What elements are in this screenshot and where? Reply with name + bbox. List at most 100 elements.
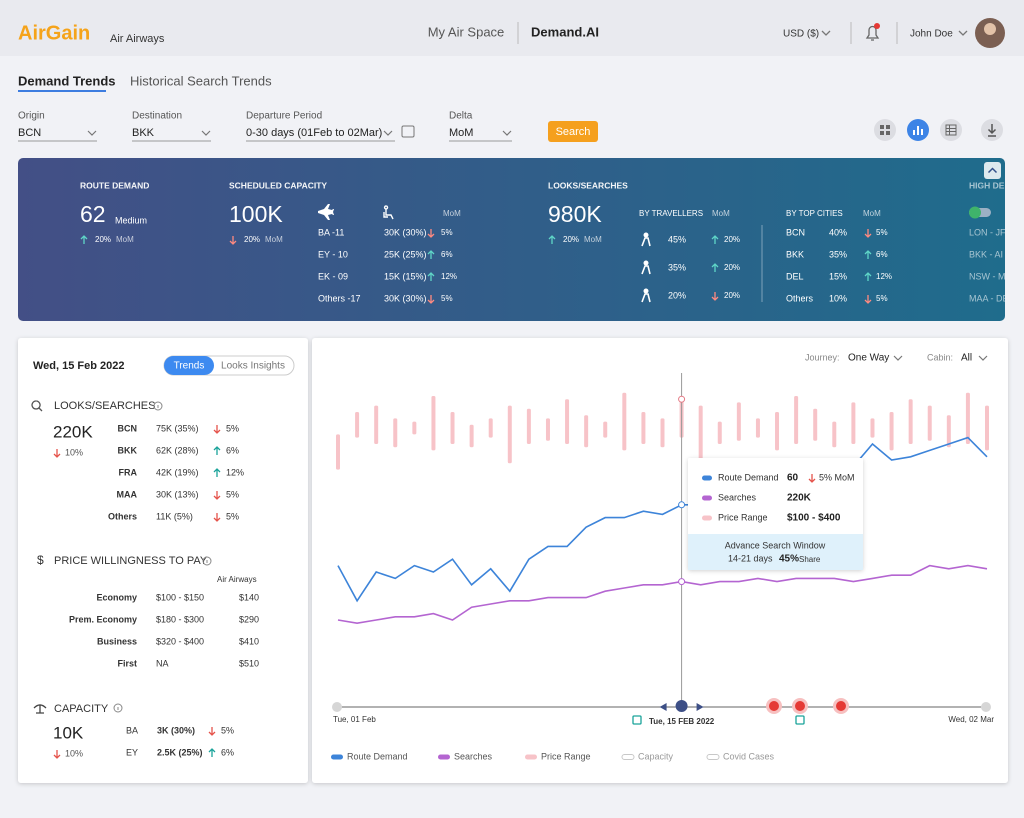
label: 62K (28%) [156, 445, 199, 455]
price-candle [546, 418, 550, 440]
hover-point [679, 502, 685, 508]
column-header: Air Airways [217, 575, 257, 584]
label: Prem. Economy [69, 614, 137, 624]
label: 12% [441, 272, 457, 281]
toggle-knob [969, 207, 981, 219]
label: 10% [65, 447, 83, 457]
label: 12% [876, 272, 892, 281]
price-candle [451, 412, 455, 444]
label: 42K (19%) [156, 467, 199, 477]
label: FRA [119, 467, 138, 477]
label: MAA [117, 489, 138, 499]
nav-link[interactable]: Demand.AI [531, 24, 599, 39]
filter-label: Origin [18, 111, 45, 122]
hover-point [679, 579, 685, 585]
timeline-handle[interactable] [676, 700, 688, 712]
kpi-change: 20% [563, 235, 579, 244]
filter-value[interactable]: BKK [132, 127, 155, 139]
label: 5% MoM [819, 472, 855, 482]
calendar-icon[interactable] [402, 126, 414, 137]
toggle-option[interactable]: Trends [174, 361, 205, 372]
price-candle [947, 415, 951, 447]
legend-swatch [702, 496, 712, 501]
label: 20% [668, 290, 686, 300]
price-candle [890, 412, 894, 450]
legend-label[interactable]: Searches [454, 751, 493, 761]
legend-label[interactable]: Covid Cases [723, 751, 775, 761]
route: NSW - M [969, 271, 1006, 281]
label: 5% [221, 725, 234, 735]
label: BA [126, 725, 138, 735]
label: 45% [668, 234, 686, 244]
notification-dot [874, 23, 880, 29]
logo: AirGain [18, 22, 90, 44]
filter-value[interactable]: BCN [18, 127, 41, 139]
label: 5% [876, 294, 888, 303]
nav-link[interactable]: My Air Space [428, 24, 505, 39]
label: Business [97, 636, 137, 646]
timeline-end[interactable] [332, 702, 342, 712]
label: 11K (5%) [156, 511, 193, 521]
collapse-button[interactable] [984, 162, 1001, 179]
button-label[interactable]: Search [556, 126, 591, 138]
label: MoM [863, 209, 881, 218]
label: Share [799, 555, 821, 564]
legend-label[interactable]: Route Demand [347, 751, 408, 761]
label: MoM [443, 209, 461, 218]
legend-swatch [707, 755, 719, 760]
label: 15% [829, 271, 847, 281]
filter-value[interactable]: MoM [449, 127, 473, 139]
event-dot[interactable] [836, 701, 846, 711]
price-candle [603, 422, 607, 438]
label: 20% [724, 263, 740, 272]
label: BY TRAVELLERS [639, 209, 703, 218]
kpi-title: SCHEDULED CAPACITY [229, 180, 327, 190]
timeline-end[interactable] [981, 702, 991, 712]
label: 5% [876, 228, 888, 237]
tab[interactable]: Demand Trends [18, 73, 116, 88]
currency-icon: $ [37, 553, 44, 567]
view-button[interactable] [940, 119, 962, 141]
legend-label[interactable]: Price Range [541, 751, 591, 761]
event-dot[interactable] [769, 701, 779, 711]
price-candle [641, 412, 645, 444]
label: Journey: [805, 352, 840, 362]
tab[interactable]: Historical Search Trends [130, 73, 272, 88]
event-dot[interactable] [795, 701, 805, 711]
label: BA -11 [318, 227, 344, 237]
price-candle [489, 418, 493, 437]
toggle-option[interactable]: Looks Insights [221, 361, 285, 372]
label: Searches [718, 492, 757, 502]
view-button[interactable] [874, 119, 896, 141]
date: Wed, 15 Feb 2022 [33, 360, 125, 372]
price-candle [584, 415, 588, 447]
filter-label: Destination [132, 111, 182, 122]
kpi-delta: MoM [584, 235, 602, 244]
user-name[interactable]: John Doe [910, 29, 953, 40]
summary-banner [18, 158, 1005, 321]
price-candle [985, 406, 989, 451]
legend-label[interactable]: Capacity [638, 751, 674, 761]
filter-value[interactable]: 0-30 days (01Feb to 02Mar) [246, 127, 382, 139]
label: Others -17 [318, 293, 361, 303]
kpi-title: HIGH DE [969, 180, 1005, 190]
label: Advance Search Window [725, 540, 826, 550]
filter-label: Delta [449, 111, 473, 122]
label: BCN [786, 227, 805, 237]
label: EY - 10 [318, 249, 348, 259]
label: 5% [441, 228, 453, 237]
price-candle [622, 393, 626, 451]
label: Route Demand [718, 472, 779, 482]
label: $140 [239, 592, 259, 602]
label[interactable]: All [961, 353, 972, 364]
label: Cabin: [927, 352, 953, 362]
route: MAA - DE [969, 293, 1009, 303]
label: Others [108, 511, 137, 521]
label[interactable]: One Way [848, 353, 889, 364]
price-candle [909, 399, 913, 444]
label: BKK [786, 249, 804, 259]
kpi-title: LOOKS/SEARCHES [548, 180, 628, 190]
currency[interactable]: USD ($) [783, 29, 819, 40]
label: BCN [118, 423, 138, 433]
